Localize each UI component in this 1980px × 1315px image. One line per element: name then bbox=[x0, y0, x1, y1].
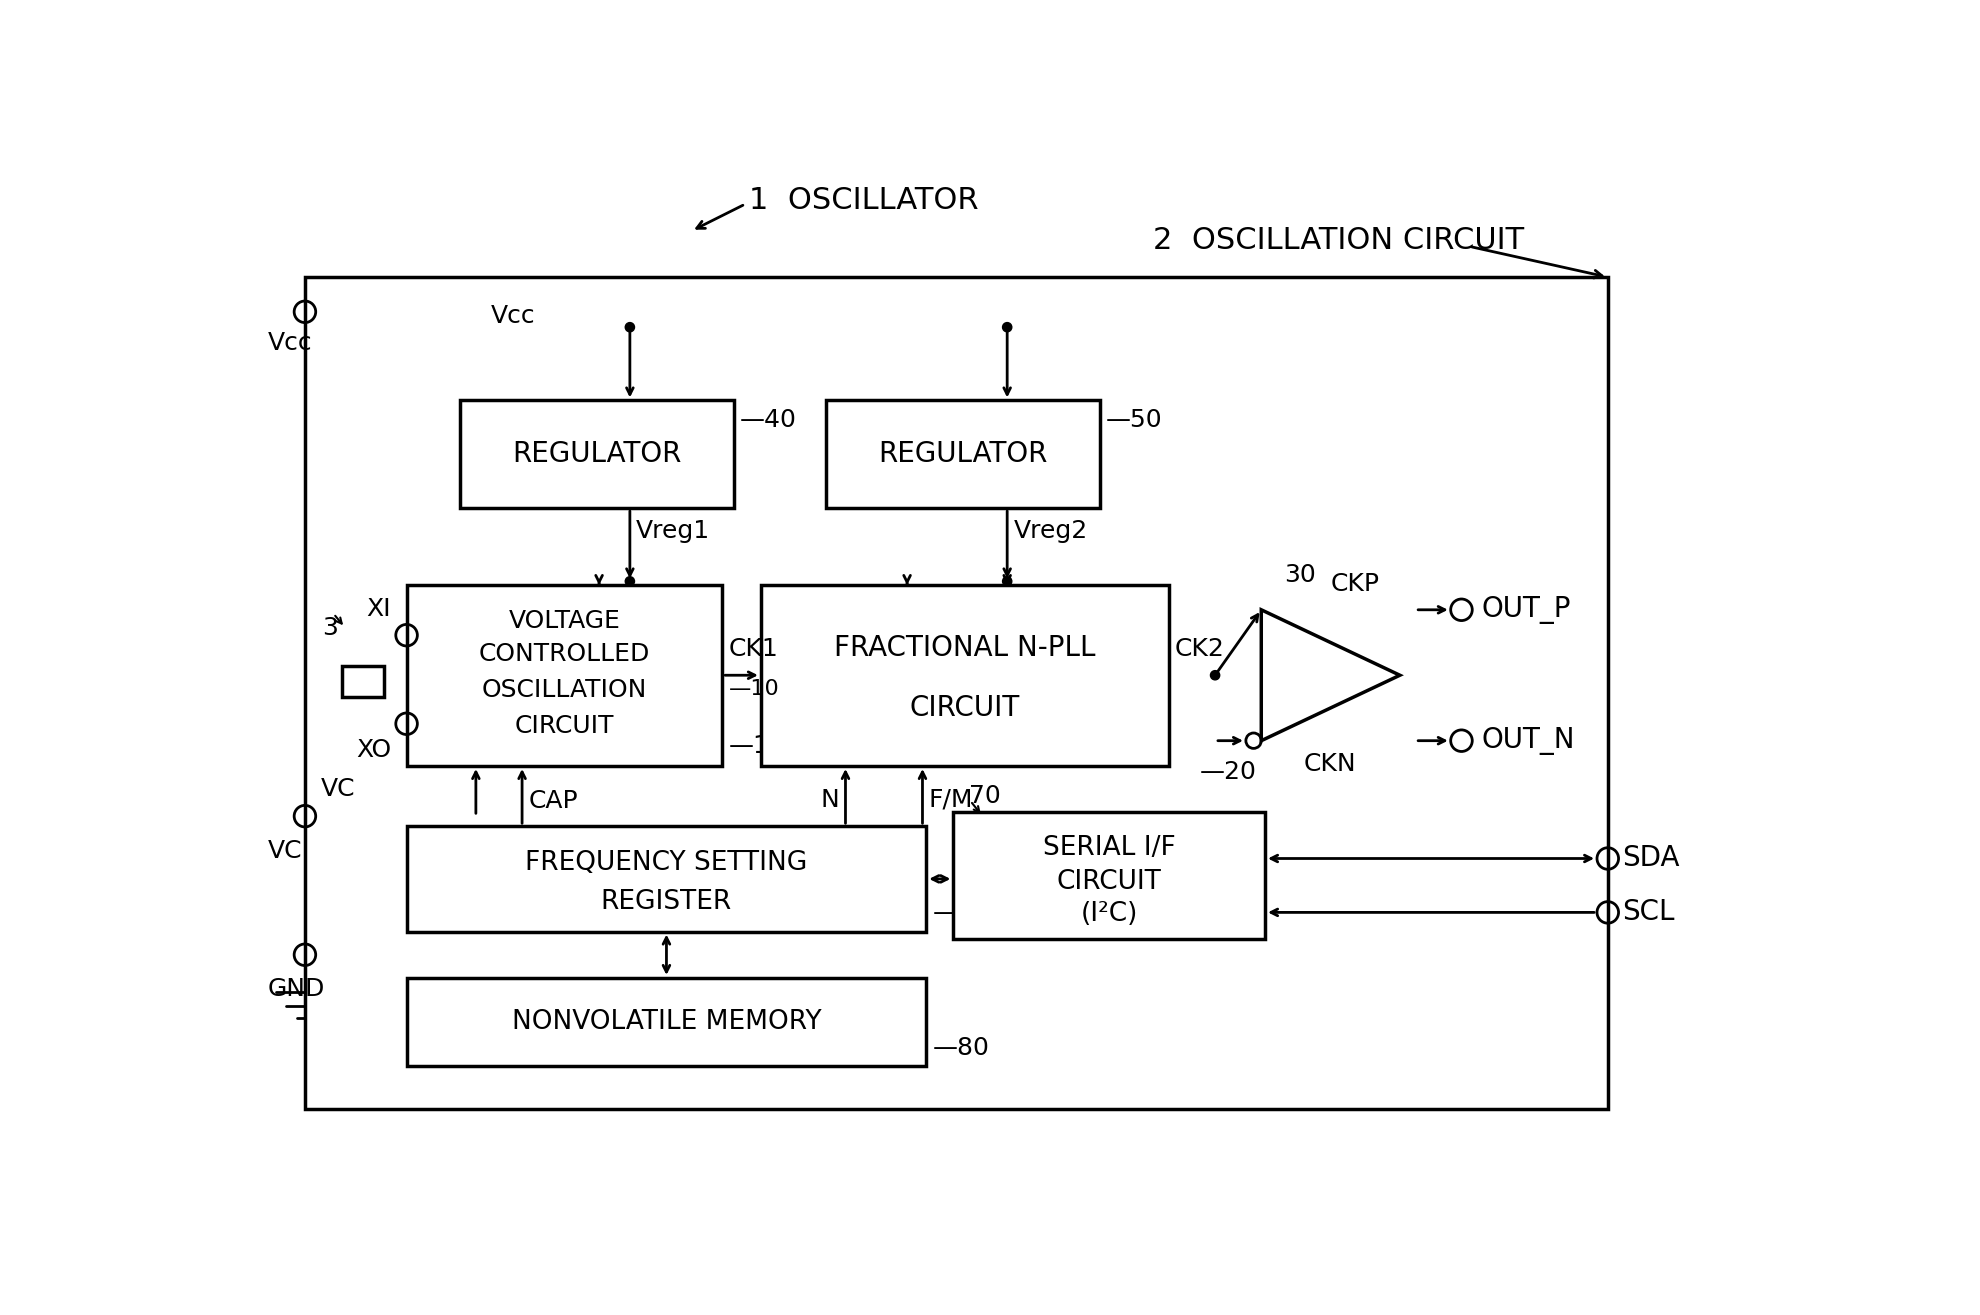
Bar bbox=[760, 585, 1168, 767]
Text: SCL: SCL bbox=[1622, 898, 1673, 926]
Text: F/M: F/M bbox=[929, 788, 972, 811]
Text: —80: —80 bbox=[933, 1036, 988, 1060]
Text: REGULATOR: REGULATOR bbox=[877, 441, 1047, 468]
Text: XI: XI bbox=[366, 597, 390, 622]
Bar bbox=[459, 400, 733, 508]
Text: Vreg2: Vreg2 bbox=[1014, 519, 1087, 543]
Circle shape bbox=[626, 322, 634, 331]
Text: OUT_N: OUT_N bbox=[1481, 727, 1574, 755]
Bar bbox=[406, 826, 927, 931]
Text: CIRCUIT: CIRCUIT bbox=[909, 694, 1020, 722]
Text: VOLTAGE: VOLTAGE bbox=[509, 609, 620, 634]
Text: 3: 3 bbox=[321, 615, 337, 640]
Text: GND: GND bbox=[267, 977, 325, 1002]
Circle shape bbox=[1002, 577, 1012, 586]
Text: OUT_P: OUT_P bbox=[1481, 596, 1570, 623]
Bar bbox=[305, 277, 1608, 1109]
Bar bbox=[406, 585, 723, 767]
Text: XO: XO bbox=[356, 738, 390, 761]
Text: CKN: CKN bbox=[1303, 752, 1356, 776]
Text: REGULATOR: REGULATOR bbox=[513, 441, 681, 468]
Text: 1  OSCILLATOR: 1 OSCILLATOR bbox=[748, 185, 978, 214]
Text: OSCILLATION: OSCILLATION bbox=[481, 679, 647, 702]
Bar bbox=[343, 665, 384, 697]
Text: (I²C): (I²C) bbox=[1079, 901, 1137, 927]
Text: —40: —40 bbox=[741, 408, 796, 433]
Text: —10: —10 bbox=[729, 679, 778, 700]
Text: CK2: CK2 bbox=[1174, 638, 1224, 661]
Text: CAP: CAP bbox=[529, 789, 578, 813]
Text: —10: —10 bbox=[729, 734, 784, 759]
Text: REGISTER: REGISTER bbox=[600, 889, 733, 915]
Text: VC: VC bbox=[267, 839, 303, 863]
Circle shape bbox=[626, 577, 634, 586]
Text: FRACTIONAL N-PLL: FRACTIONAL N-PLL bbox=[834, 634, 1095, 663]
Text: Vcc: Vcc bbox=[491, 304, 537, 327]
Text: CONTROLLED: CONTROLLED bbox=[479, 642, 649, 665]
Text: 2  OSCILLATION CIRCUIT: 2 OSCILLATION CIRCUIT bbox=[1152, 226, 1525, 255]
Text: Vcc: Vcc bbox=[267, 330, 313, 355]
Text: CK1: CK1 bbox=[729, 638, 778, 661]
Bar bbox=[952, 813, 1265, 939]
Circle shape bbox=[1210, 671, 1220, 680]
Text: Vreg1: Vreg1 bbox=[636, 519, 709, 543]
Text: VC: VC bbox=[321, 777, 354, 801]
Text: CIRCUIT: CIRCUIT bbox=[515, 714, 614, 738]
Text: —60: —60 bbox=[933, 902, 988, 926]
Text: NONVOLATILE MEMORY: NONVOLATILE MEMORY bbox=[511, 1009, 822, 1035]
Text: —50: —50 bbox=[1105, 408, 1162, 433]
Bar bbox=[406, 978, 927, 1066]
Text: —20: —20 bbox=[1200, 760, 1255, 784]
Text: FREQUENCY SETTING: FREQUENCY SETTING bbox=[525, 849, 808, 876]
Text: SERIAL I/F: SERIAL I/F bbox=[1041, 835, 1174, 861]
Text: N: N bbox=[820, 788, 840, 811]
Text: 30: 30 bbox=[1283, 563, 1315, 586]
Bar bbox=[826, 400, 1099, 508]
Text: CIRCUIT: CIRCUIT bbox=[1055, 869, 1160, 896]
Text: 70: 70 bbox=[968, 785, 1000, 809]
Text: SDA: SDA bbox=[1622, 844, 1679, 872]
Circle shape bbox=[1002, 322, 1012, 331]
Text: CKP: CKP bbox=[1331, 572, 1378, 596]
